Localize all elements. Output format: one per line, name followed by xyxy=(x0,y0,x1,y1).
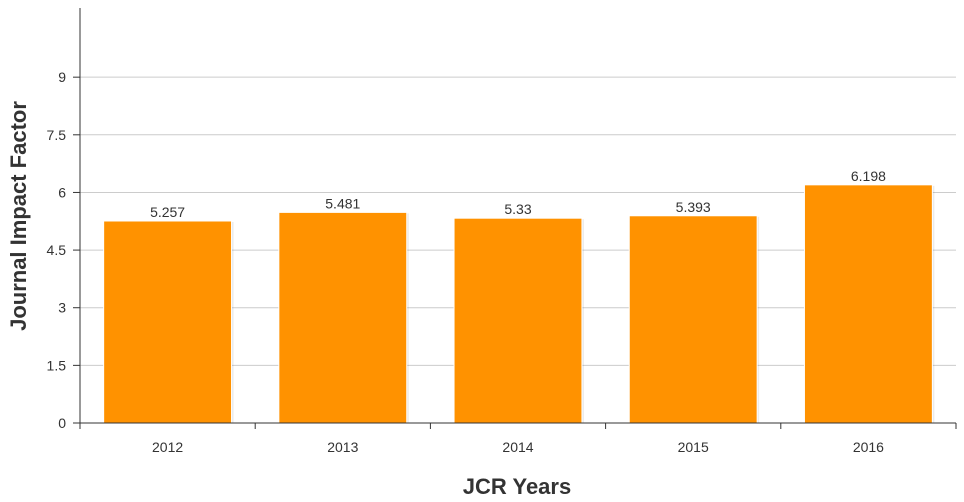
x-tick-label: 2016 xyxy=(853,439,884,455)
x-axis-title: JCR Years xyxy=(463,474,571,499)
value-label: 5.393 xyxy=(676,199,711,215)
x-tick-labels: 2012 2013 2014 2015 2016 xyxy=(79,423,957,455)
y-tick-label: 1.5 xyxy=(47,357,67,373)
bar-2013[interactable] xyxy=(278,211,408,424)
y-tick-label: 7.5 xyxy=(47,127,67,143)
y-tick-label: 0 xyxy=(58,415,66,431)
value-label: 5.257 xyxy=(150,204,185,220)
y-tick-label: 9 xyxy=(58,69,66,85)
y-tick-label: 4.5 xyxy=(47,242,67,258)
x-tick-label: 2015 xyxy=(678,439,709,455)
x-tick-label: 2014 xyxy=(502,439,533,455)
value-label: 5.33 xyxy=(504,201,531,217)
x-tick-label: 2012 xyxy=(152,439,183,455)
y-axis-title: Journal Impact Factor xyxy=(6,101,31,331)
bar-2012[interactable] xyxy=(103,220,233,424)
y-tick-labels: 0 1.5 3 4.5 6 7.5 9 xyxy=(47,69,80,431)
bar-2016[interactable] xyxy=(803,184,933,424)
bars xyxy=(103,184,935,424)
value-labels: 5.257 5.481 5.33 5.393 6.198 xyxy=(150,168,886,220)
bar-2014[interactable] xyxy=(453,217,583,424)
bar-2015[interactable] xyxy=(628,215,758,424)
value-label: 5.481 xyxy=(325,195,360,211)
y-tick-label: 6 xyxy=(58,184,66,200)
y-tick-label: 3 xyxy=(58,300,66,316)
value-label: 6.198 xyxy=(851,168,886,184)
x-tick-label: 2013 xyxy=(327,439,358,455)
